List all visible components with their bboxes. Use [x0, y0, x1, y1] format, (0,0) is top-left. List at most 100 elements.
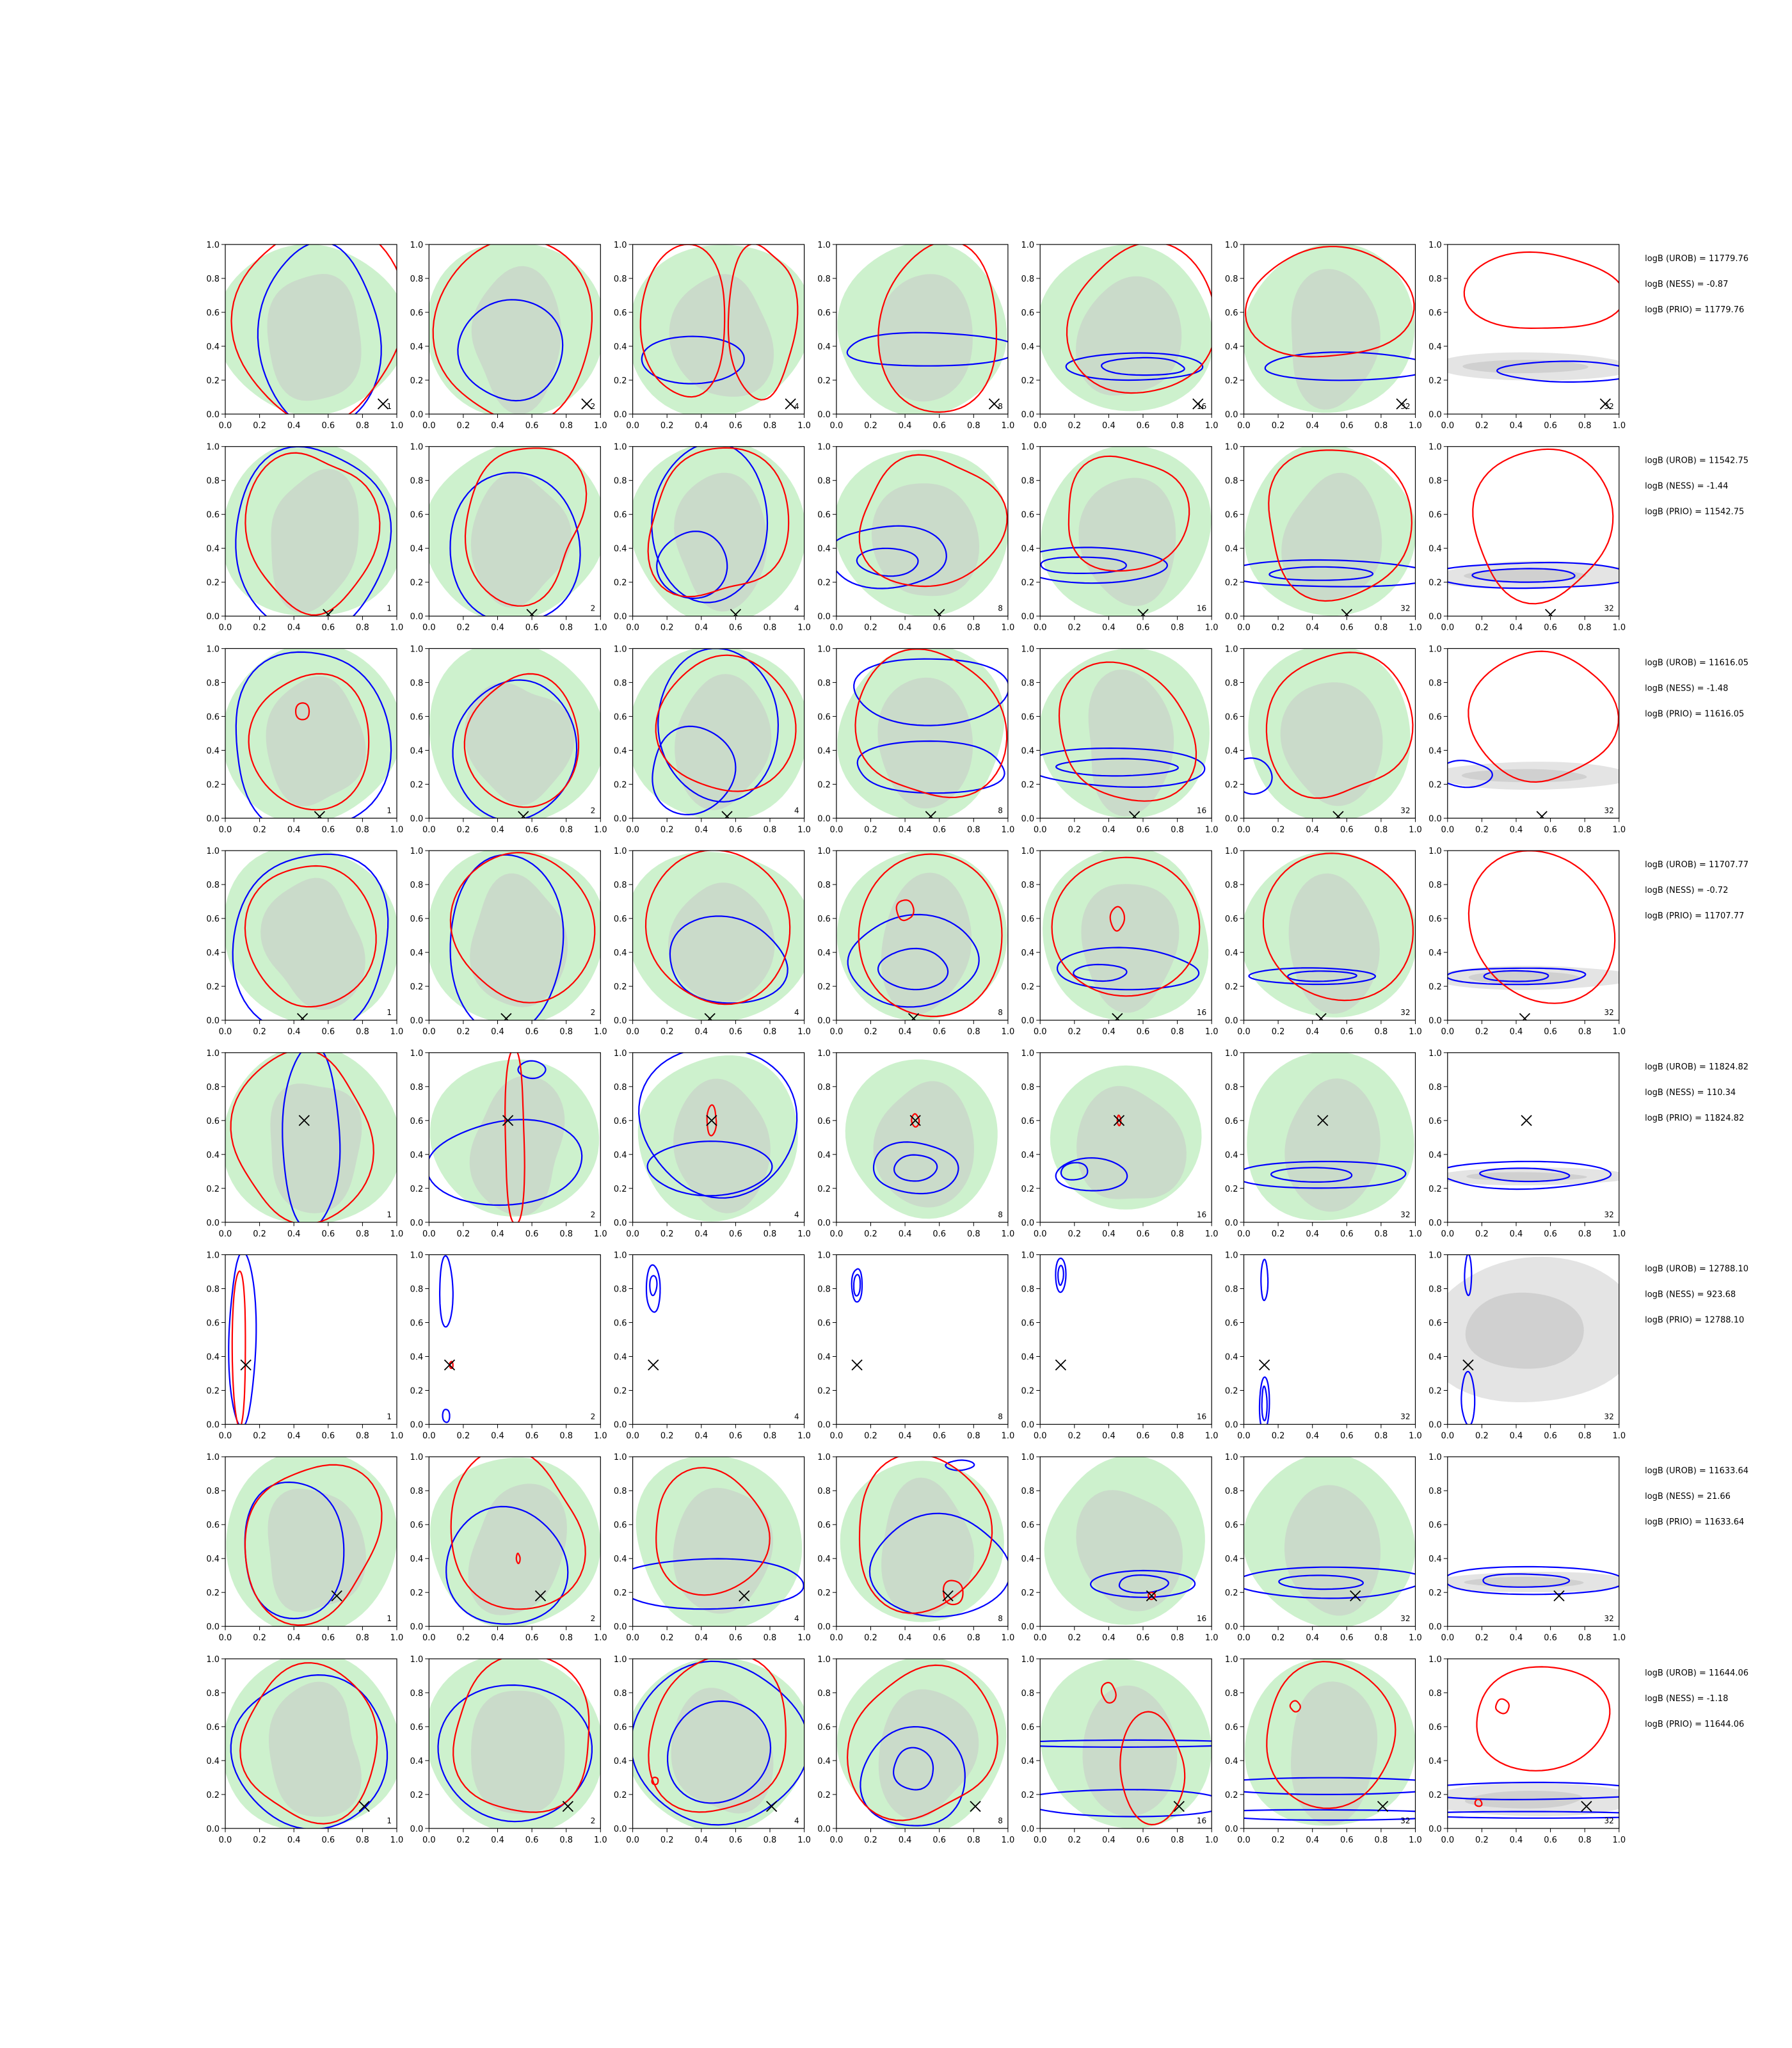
x-tick-label: 0.6 — [1340, 421, 1354, 431]
x-tick-label: 0.2 — [864, 1027, 877, 1037]
blue-contour — [669, 915, 788, 1004]
x-tick-label: 0.6 — [932, 623, 946, 633]
true-point-marker — [648, 1359, 659, 1371]
panel-frame — [632, 850, 805, 1021]
panel-plot-area — [1447, 1115, 1619, 1190]
y-tick-label: 0.6 — [206, 1117, 220, 1126]
y-tick-label: 0.4 — [1225, 1151, 1238, 1160]
y-tick-label: 0.4 — [206, 1353, 220, 1363]
y-tick-label: 0.2 — [206, 780, 220, 790]
panel-index-label: 32 — [1400, 1210, 1410, 1219]
gray-fill-region — [1078, 477, 1176, 606]
x-tick-label: 0.0 — [1441, 421, 1454, 431]
true-point-marker — [1112, 1012, 1123, 1021]
y-tick-label: 0.8 — [817, 1689, 831, 1699]
panel-r4-c1: 0.0 0.2 0.4 0.6 0.8 1.0 0.0 0.2 0.4 0.6 0.8 1.0 2 — [410, 1049, 607, 1239]
panel-plot-area — [429, 446, 601, 616]
y-tick-label: 0.4 — [410, 1757, 424, 1766]
y-tick-label: 0.0 — [817, 1016, 831, 1026]
x-tick-label: 0.8 — [1171, 1633, 1184, 1643]
panel-index-label: 32 — [1400, 1412, 1410, 1421]
y-tick-label: 0.6 — [817, 511, 831, 520]
panel-r3-c4: 0.0 0.2 0.4 0.6 0.8 1.0 0.0 0.2 0.4 0.6 0.8 1.0 16 — [1021, 847, 1219, 1037]
panel-r7-c6: 0.0 0.2 0.4 0.6 0.8 1.0 0.0 0.2 0.4 0.6 0.8 1.0 32 — [1428, 1655, 1626, 1845]
x-tick-label: 0.0 — [422, 1836, 436, 1845]
panel-plot-area — [1044, 1457, 1205, 1625]
panel-plot-area — [836, 449, 1008, 616]
blue-contour — [1268, 566, 1374, 581]
panel-plot-area — [225, 1052, 397, 1222]
y-tick-label: 0.2 — [1021, 1387, 1035, 1396]
y-tick-label: 0.2 — [410, 1791, 424, 1800]
y-tick-label: 1.0 — [614, 241, 627, 250]
panel-frame — [1447, 1658, 1620, 1829]
y-tick-label: 0.4 — [206, 746, 220, 756]
x-tick-label: 1.0 — [1205, 1836, 1219, 1845]
red-contour — [854, 648, 1008, 799]
gray-fill-region — [669, 274, 774, 397]
x-tick-label: 0.0 — [830, 1027, 844, 1037]
y-tick-label: 0.4 — [614, 948, 627, 958]
red-contour — [1268, 449, 1413, 602]
y-tick-label: 0.2 — [206, 1387, 220, 1396]
x-tick-label: 0.2 — [253, 825, 266, 835]
y-tick-label: 0.2 — [817, 1387, 831, 1396]
y-tick-label: 0.4 — [1225, 746, 1238, 756]
row-stat-text: logB (NESS) = 21.66 — [1645, 1492, 1731, 1501]
x-tick-label: 0.2 — [1068, 1027, 1081, 1037]
x-tick-label: 0.4 — [491, 1836, 504, 1845]
panel-frame — [1243, 1254, 1416, 1425]
y-tick-label: 0.6 — [206, 1723, 220, 1732]
true-point-marker — [1055, 1359, 1066, 1371]
red-contour — [1100, 1681, 1117, 1704]
blue-contour — [235, 446, 392, 616]
blue-contour — [1244, 1777, 1416, 1795]
blue-contour — [1479, 1167, 1571, 1183]
red-contour — [1266, 1661, 1396, 1809]
y-tick-label: 1.0 — [206, 1251, 220, 1261]
y-tick-label: 0.8 — [1021, 1487, 1035, 1496]
red-contour — [895, 899, 915, 922]
x-tick-label: 0.6 — [1137, 1432, 1150, 1441]
panel-index-label: 16 — [1197, 1210, 1206, 1219]
panel-r3-c2: 0.0 0.2 0.4 0.6 0.8 1.0 0.0 0.2 0.4 0.6 0.8 1.0 4 — [614, 847, 811, 1037]
gray-fill-region — [668, 883, 775, 1004]
y-tick-label: 0.4 — [614, 1555, 627, 1564]
panel-index-label: 8 — [998, 1008, 1003, 1017]
x-tick-label: 1.0 — [1002, 1432, 1015, 1441]
y-tick-label: 0.8 — [614, 1083, 627, 1092]
x-tick-label: 0.6 — [1340, 1027, 1354, 1037]
y-tick-label: 0.4 — [614, 1353, 627, 1363]
panel-plot-area — [429, 851, 601, 1021]
red-contour — [1119, 1711, 1186, 1826]
true-point-marker — [1259, 1359, 1270, 1371]
blue-contour — [847, 913, 980, 1008]
blue-contour — [1464, 1254, 1473, 1297]
x-tick-label: 0.8 — [1578, 1432, 1592, 1441]
y-tick-label: 0.0 — [817, 1622, 831, 1632]
x-tick-label: 0.2 — [253, 623, 266, 633]
y-tick-label: 0.8 — [1428, 275, 1442, 284]
panel-plot-area — [429, 1457, 601, 1627]
y-tick-label: 0.0 — [1428, 814, 1442, 824]
y-tick-label: 0.4 — [1225, 1757, 1238, 1766]
y-tick-label: 1.0 — [1021, 1655, 1035, 1665]
gray-fill-region — [268, 1489, 366, 1612]
x-tick-label: 0.4 — [287, 1432, 301, 1441]
x-tick-label: 0.8 — [559, 421, 573, 431]
y-tick-label: 1.0 — [1428, 1049, 1442, 1059]
panel-plot-area — [837, 648, 1008, 819]
red-contour — [706, 1104, 717, 1137]
panel-frame — [836, 648, 1009, 819]
y-tick-label: 0.2 — [614, 780, 627, 790]
y-tick-label: 0.8 — [1428, 477, 1442, 486]
y-tick-label: 0.0 — [614, 814, 627, 824]
blue-contour — [651, 446, 769, 604]
blue-contour — [853, 658, 1008, 726]
y-tick-label: 0.2 — [1021, 579, 1035, 588]
red-contour — [1109, 906, 1126, 932]
true-point-marker — [851, 1359, 863, 1371]
y-tick-label: 1.0 — [1428, 1251, 1442, 1261]
blue-contour — [1244, 1160, 1407, 1189]
x-tick-label: 0.6 — [1340, 825, 1354, 835]
